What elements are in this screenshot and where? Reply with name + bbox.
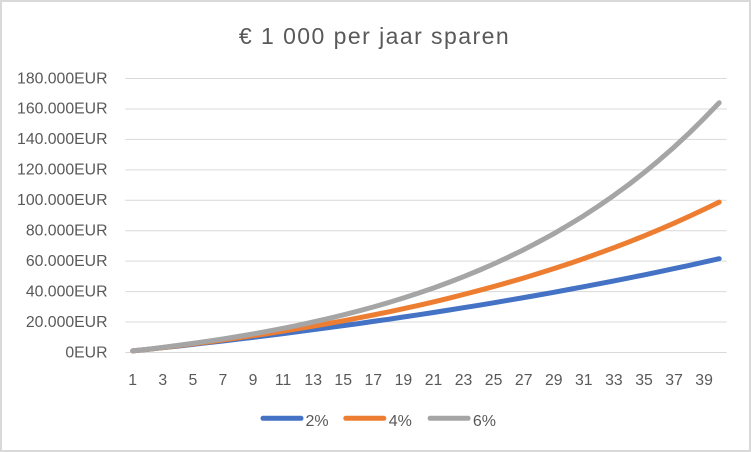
svg-text:7: 7: [219, 372, 228, 389]
svg-text:11: 11: [275, 372, 292, 389]
svg-text:19: 19: [395, 372, 413, 389]
svg-text:23: 23: [455, 372, 473, 389]
svg-text:39: 39: [695, 372, 713, 389]
svg-text:21: 21: [425, 372, 443, 389]
svg-text:15: 15: [334, 372, 352, 389]
svg-text:160.000EUR: 160.000EUR: [17, 101, 107, 118]
svg-text:€ 1 000 per jaar sparen: € 1 000 per jaar sparen: [239, 23, 510, 49]
svg-text:60.000EUR: 60.000EUR: [26, 253, 108, 270]
svg-text:31: 31: [575, 372, 593, 389]
svg-text:20.000EUR: 20.000EUR: [26, 314, 108, 331]
svg-text:17: 17: [365, 372, 383, 389]
svg-text:0EUR: 0EUR: [65, 344, 107, 361]
svg-text:140.000EUR: 140.000EUR: [17, 131, 107, 148]
svg-text:80.000EUR: 80.000EUR: [26, 223, 108, 240]
svg-text:27: 27: [515, 372, 533, 389]
svg-text:40.000EUR: 40.000EUR: [26, 283, 108, 300]
svg-text:180.000EUR: 180.000EUR: [17, 70, 107, 87]
svg-text:1: 1: [128, 372, 137, 389]
svg-text:2%: 2%: [306, 413, 329, 430]
svg-text:33: 33: [605, 372, 623, 389]
svg-text:35: 35: [635, 372, 653, 389]
svg-text:9: 9: [249, 372, 258, 389]
svg-text:4%: 4%: [389, 413, 412, 430]
svg-text:3: 3: [158, 372, 167, 389]
svg-text:120.000EUR: 120.000EUR: [17, 162, 107, 179]
svg-text:6%: 6%: [473, 413, 496, 430]
svg-text:13: 13: [304, 372, 322, 389]
svg-text:29: 29: [545, 372, 563, 389]
svg-text:100.000EUR: 100.000EUR: [17, 192, 107, 209]
svg-text:37: 37: [665, 372, 683, 389]
svg-text:5: 5: [189, 372, 198, 389]
svg-text:25: 25: [485, 372, 503, 389]
